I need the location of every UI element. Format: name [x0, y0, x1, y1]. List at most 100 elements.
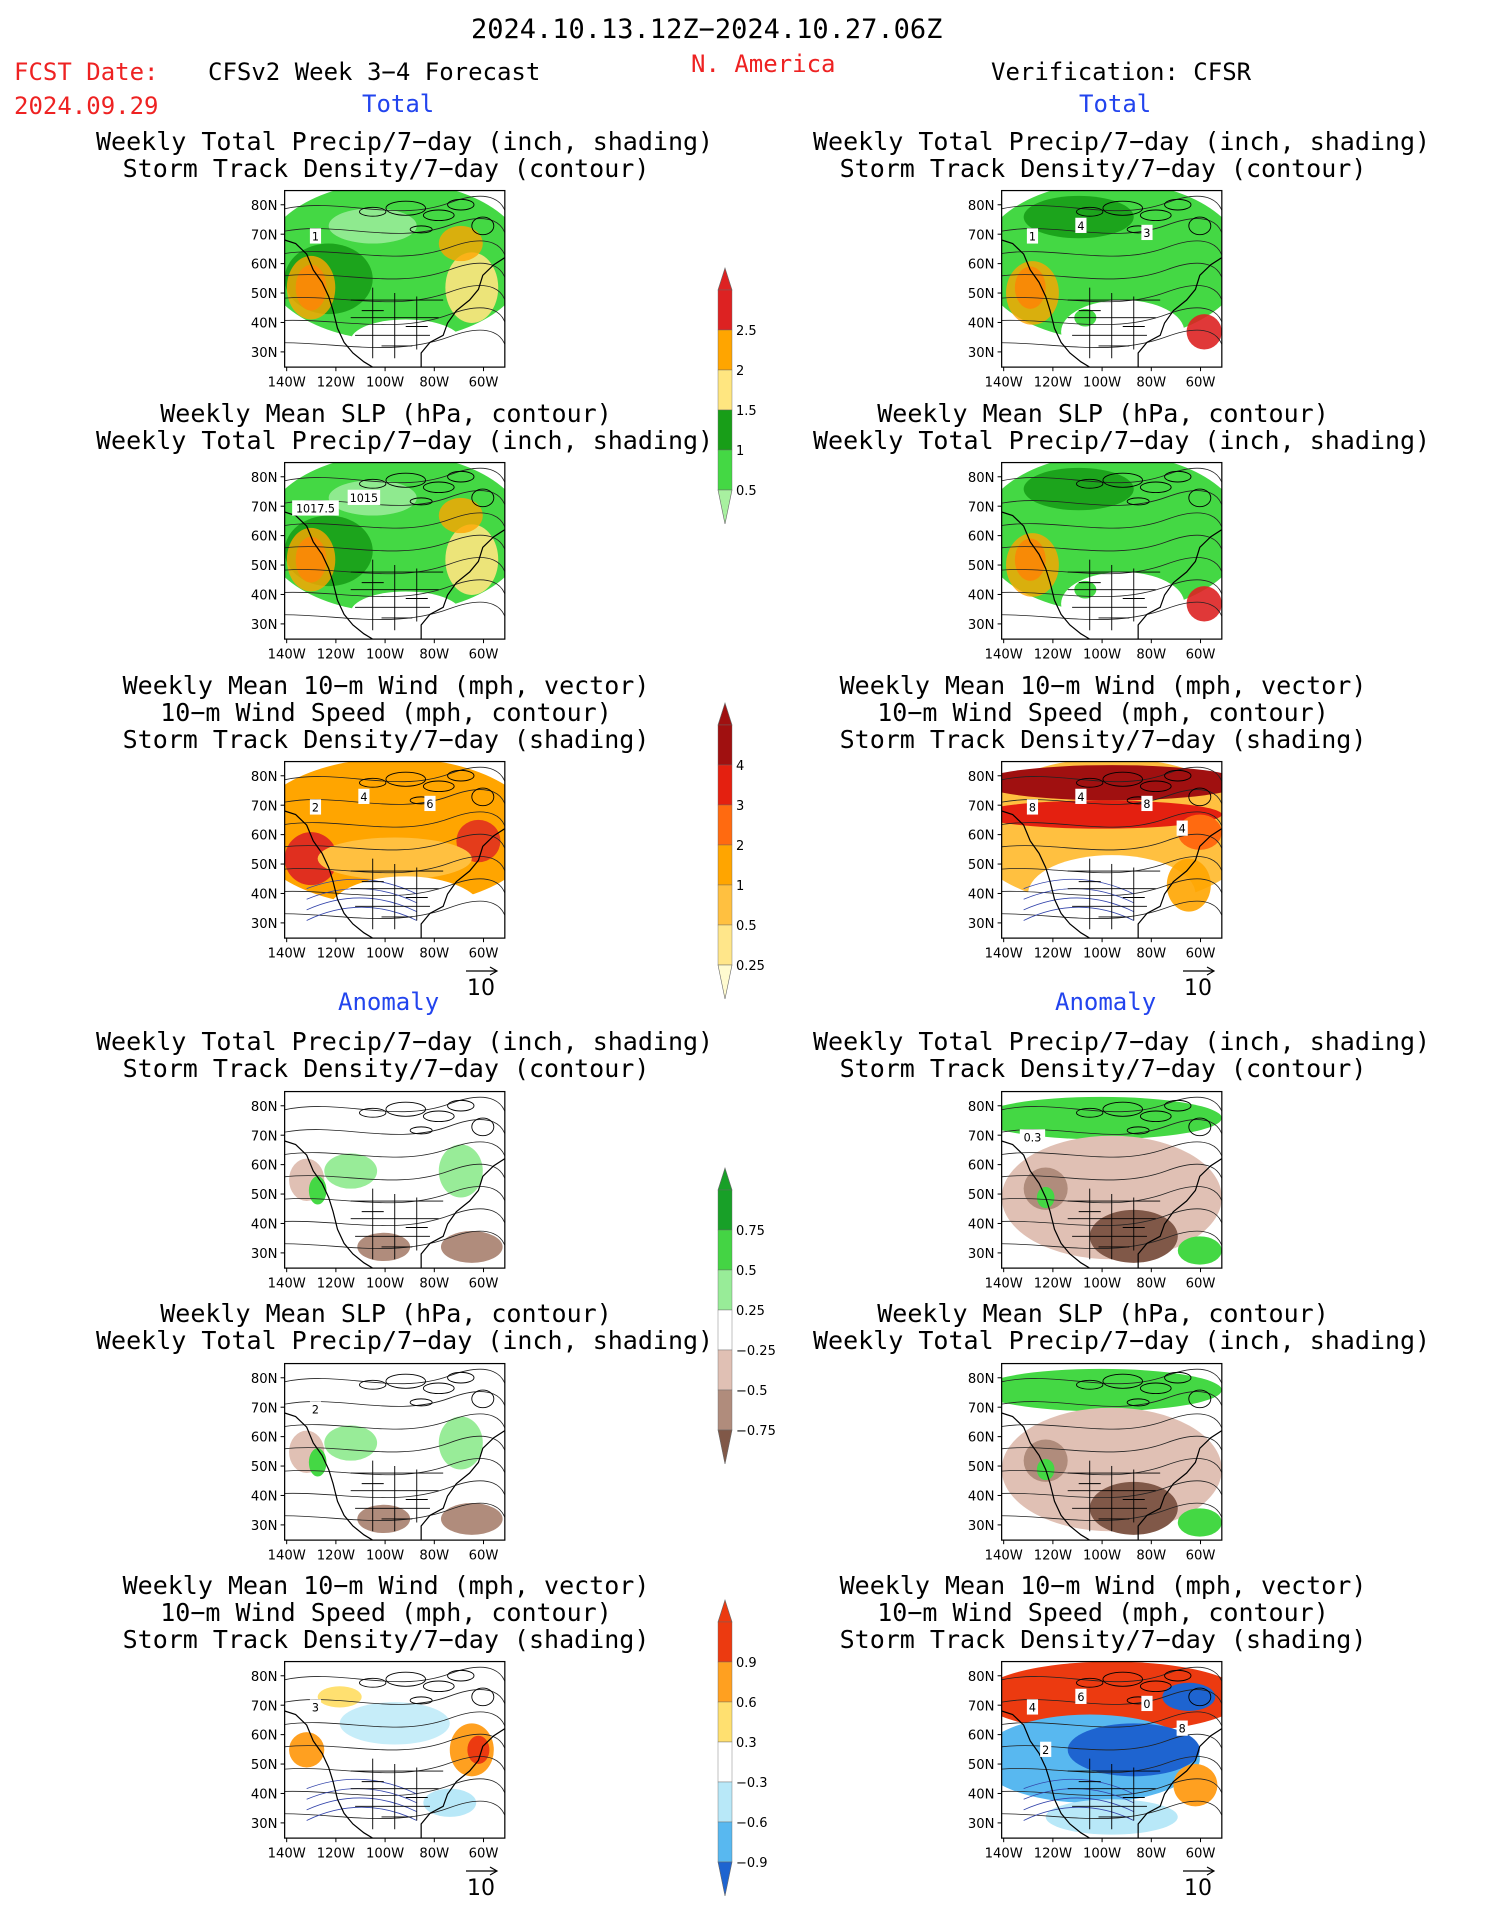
contour-line [284, 1480, 505, 1499]
map-frame [284, 189, 506, 368]
contour-label: 3 [312, 1702, 319, 1715]
shading-area [350, 319, 461, 362]
contour-label-bg [1026, 1699, 1039, 1715]
contour-label: 1 [1029, 231, 1036, 244]
fcst-anom-vector-reference: 10 [466, 1865, 506, 1909]
colorbar-box [717, 844, 733, 886]
contour-label: 1 [312, 231, 319, 244]
title-line: Weekly Mean SLP (hPa, contour) [160, 1299, 612, 1328]
map-frame [284, 1090, 506, 1269]
lat-label: 80N [251, 1372, 278, 1387]
arrow-head [489, 966, 499, 976]
map-frame [1001, 760, 1223, 939]
lat-label: 80N [251, 1100, 278, 1115]
contour-label-bg [1075, 217, 1087, 233]
map-fill [284, 1096, 505, 1269]
island-outline [1102, 1671, 1144, 1687]
island-outline [1126, 1126, 1150, 1135]
title-line: Weekly Total Precip/7−day (inch, shading… [96, 1326, 714, 1355]
contour-line [1001, 1368, 1222, 1385]
contour-line [1001, 900, 1222, 919]
lat-label: 80N [968, 1670, 995, 1685]
island-outline [447, 1099, 475, 1112]
coastline [1001, 511, 1222, 640]
verif-anom-wind-storm-map: 80N 70N 60N 50N 40N 30N 140W 120W 100W 80W 60W 4 6 0 8… [968, 1658, 1223, 1861]
colorbar-box [717, 1741, 733, 1783]
colorbar-top-arrow [717, 267, 733, 291]
lon-label: 80W [419, 1548, 449, 1563]
title-line: Weekly Total Precip/7−day (inch, shading… [813, 127, 1431, 156]
contour-label-bg [309, 1401, 322, 1417]
map-svg: 80N 70N 60N 50N 40N 30N 140W 120W 100W 80W 60W 1 [251, 189, 506, 390]
lat-label: 40N [968, 1490, 995, 1505]
lat-label: 40N [968, 317, 995, 332]
map-frame [284, 1362, 506, 1541]
contour-line [284, 467, 505, 484]
island-outline [359, 478, 387, 489]
lat-label: 30N [968, 1519, 995, 1534]
lon-label: 120W [317, 647, 355, 662]
lat-label: 70N [968, 1129, 995, 1144]
lat-label: 30N [251, 1519, 278, 1534]
lon-label: 60W [1186, 946, 1216, 961]
island-outline [1139, 1110, 1172, 1123]
lat-label: 40N [251, 589, 278, 604]
lon-label: 140W [985, 1846, 1023, 1861]
shading-area [438, 1144, 483, 1198]
shading-area [284, 832, 338, 886]
shading-area [1001, 1368, 1222, 1412]
colorbar-box [717, 409, 733, 451]
map-svg: 80N 70N 60N 50N 40N 30N 140W 120W 100W 80W 60W 1017… [251, 461, 506, 662]
island-outline [1076, 777, 1104, 788]
storm-total-colorbar: 4 3 2 1 0.5 0.25 [717, 702, 798, 1027]
contour-label-bg [309, 799, 322, 815]
colorbar-bottom-arrow [717, 1429, 733, 1465]
map-frame [1001, 1362, 1223, 1541]
contour-line [284, 766, 505, 783]
verif-anomaly-label: Anomaly [1055, 988, 1157, 1016]
lon-label: 120W [317, 375, 355, 390]
coastline [1001, 1412, 1222, 1541]
colorbar-box [717, 804, 733, 846]
lat-label: 60N [251, 1729, 278, 1744]
colorbar-label: 0.25 [736, 1304, 765, 1319]
shading-area [1177, 814, 1222, 850]
island-outline [1139, 780, 1172, 793]
contour-line [1001, 601, 1222, 620]
island-outline [422, 209, 455, 222]
lat-label: 30N [251, 917, 278, 932]
wind-contour [306, 906, 417, 921]
shading-area [324, 1153, 378, 1189]
contour-line [1001, 1391, 1222, 1407]
lon-label: 120W [1034, 1846, 1072, 1861]
title-line: Storm Track Density/7−day (contour) [122, 154, 650, 183]
contour-label: 6 [426, 798, 433, 811]
contour-line [284, 240, 505, 257]
map-fill [1001, 761, 1222, 939]
lat-label: 40N [968, 589, 995, 604]
island-outline [385, 771, 427, 787]
lat-label: 80N [251, 471, 278, 486]
island-outline [471, 1117, 495, 1137]
colorbar-box [717, 724, 733, 766]
island-outline [1102, 1373, 1144, 1389]
title-line: Storm Track Density/7−day (shading) [839, 725, 1367, 754]
contour-line [1001, 878, 1222, 897]
lon-label: 60W [469, 1846, 499, 1861]
lat-label: 50N [968, 287, 995, 302]
lon-label: 100W [366, 1846, 404, 1861]
lon-label: 60W [1186, 375, 1216, 390]
contour-line [1001, 811, 1222, 828]
contour-label-bg [347, 489, 381, 505]
fcst-anom-precip-title: Weekly Total Precip/7−day (inch, shading… [96, 1028, 713, 1082]
contour-line [284, 1502, 505, 1521]
island-outline [385, 472, 427, 488]
colorbar-label: −0.6 [736, 1816, 768, 1831]
shading-area [350, 591, 461, 634]
map-fill [284, 462, 505, 640]
title-line: 10−m Wind Speed (mph, contour) [160, 698, 612, 727]
contour-line [1001, 1502, 1222, 1521]
shading-area [324, 1425, 378, 1461]
vector-reference-label: 10 [467, 976, 495, 1001]
colorbar-box [717, 289, 733, 331]
